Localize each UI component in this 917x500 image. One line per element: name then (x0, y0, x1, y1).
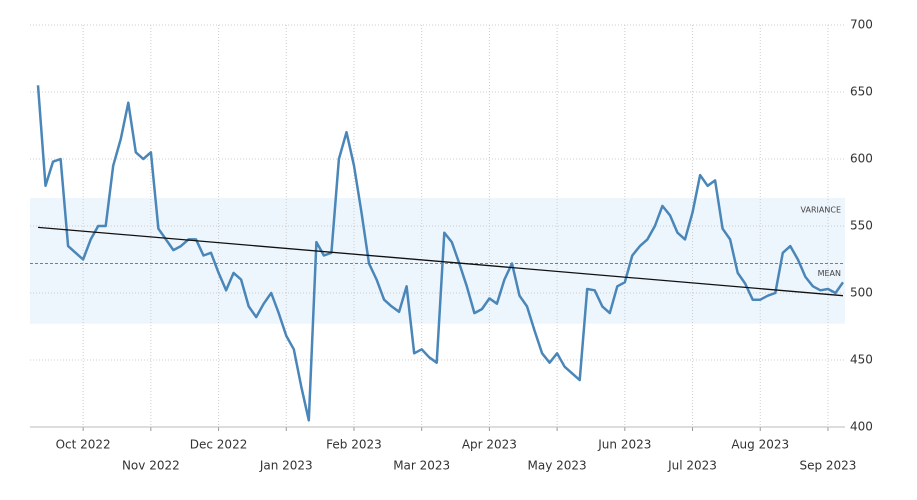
x-tick-label: Apr 2023 (462, 438, 517, 452)
x-tick-label: Nov 2022 (122, 459, 180, 473)
y-tick-label: 600 (850, 152, 873, 166)
x-tick-label: May 2023 (528, 459, 587, 473)
x-tick-label: Dec 2022 (190, 438, 248, 452)
y-tick-label: 700 (850, 18, 873, 32)
trend-line (37, 226, 844, 297)
x-tick-label: Jul 2023 (667, 459, 717, 473)
y-tick-label: 650 (850, 85, 873, 99)
annotation: MEAN (818, 269, 841, 278)
annotation: VARIANCE (801, 205, 841, 214)
y-tick-label: 550 (850, 219, 873, 233)
x-tick-label: Sep 2023 (799, 459, 856, 473)
y-tick-label: 400 (850, 420, 873, 434)
x-tick-label: Mar 2023 (393, 459, 450, 473)
series-line (36, 85, 845, 422)
y-tick-label: 500 (850, 286, 873, 300)
y-tick-label: 450 (850, 353, 873, 367)
x-tick-label: Jun 2023 (597, 438, 651, 452)
x-tick-label: Oct 2022 (56, 438, 111, 452)
x-tick-label: Aug 2023 (731, 438, 789, 452)
x-tick-label: Jan 2023 (259, 459, 313, 473)
x-tick-label: Feb 2023 (326, 438, 382, 452)
